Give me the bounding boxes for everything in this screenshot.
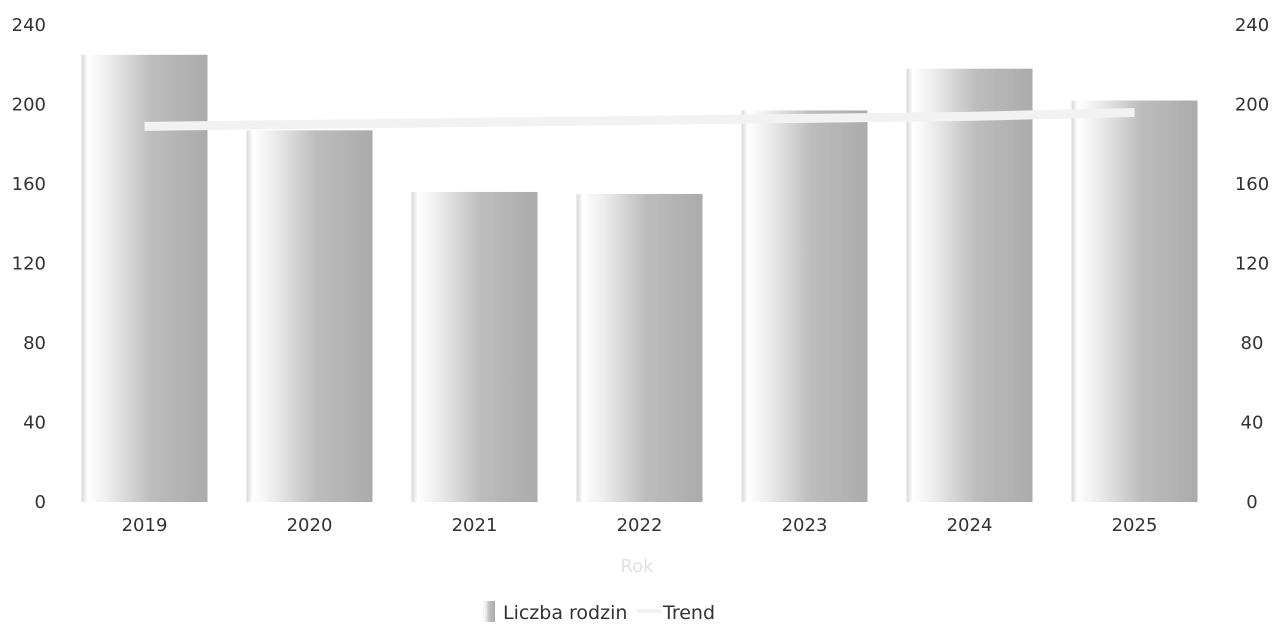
y2-tick-label: 40 — [1241, 413, 1264, 434]
y2-tick-label: 160 — [1235, 174, 1269, 195]
trend-line — [144, 107, 1135, 131]
legend-swatch-bars — [483, 601, 495, 622]
legend: Liczba rodzin Trend — [483, 601, 715, 624]
bar-series — [81, 54, 1198, 503]
y2-tick-label: 200 — [1235, 95, 1269, 116]
x-tick-label: 2024 — [947, 515, 993, 536]
x-tick-label: 2023 — [782, 515, 828, 536]
bar-2023 — [741, 110, 868, 503]
y2-tick-label: 240 — [1235, 15, 1269, 36]
right-y-axis: 0 40 80 120 160 200 240 — [1235, 15, 1269, 513]
x-tick-label: 2022 — [617, 515, 663, 536]
trend-series — [144, 107, 1135, 131]
bar-2025 — [1071, 100, 1198, 503]
y-tick-label: 160 — [12, 174, 46, 195]
left-y-axis: 0 40 80 120 160 200 240 — [12, 15, 46, 513]
bar-2021 — [411, 191, 538, 502]
x-axis-title: Rok — [620, 556, 654, 577]
y-tick-label: 40 — [23, 413, 46, 434]
legend-label-bars: Liczba rodzin — [503, 602, 627, 624]
y-tick-label: 200 — [12, 95, 46, 116]
y2-tick-label: 120 — [1235, 254, 1269, 275]
y2-tick-label: 0 — [1246, 492, 1257, 513]
y-tick-label: 240 — [12, 15, 46, 36]
x-axis: 2019 2020 2021 2022 2023 2024 2025 — [122, 515, 1158, 536]
legend-label-trend: Trend — [662, 602, 715, 624]
x-tick-label: 2025 — [1112, 515, 1158, 536]
bar-2020 — [246, 130, 373, 502]
x-tick-label: 2019 — [122, 515, 168, 536]
x-tick-label: 2021 — [452, 515, 498, 536]
bar-2022 — [576, 193, 703, 502]
y-tick-label: 80 — [23, 333, 46, 354]
y-tick-label: 120 — [12, 254, 46, 275]
y-tick-label: 0 — [35, 492, 46, 513]
y2-tick-label: 80 — [1241, 333, 1264, 354]
bar-2024 — [906, 68, 1033, 502]
x-tick-label: 2020 — [287, 515, 333, 536]
legend-swatch-trend — [637, 609, 661, 613]
